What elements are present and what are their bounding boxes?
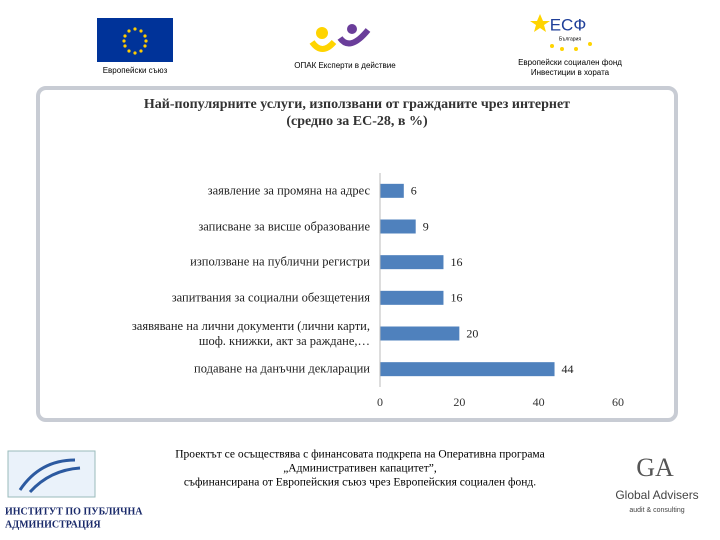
- x-tick-label: 0: [377, 395, 383, 409]
- value-label: 9: [423, 219, 429, 233]
- ga-name: Global Advisers: [615, 488, 698, 502]
- footer-text: „Административен капацитет”,: [283, 463, 437, 475]
- ipa-logo-swoosh: [18, 458, 81, 494]
- chart-subtitle: (средно за ЕС-28, в %): [286, 114, 428, 129]
- footer-text: Проектът се осъществява с финансовата по…: [175, 449, 544, 461]
- esf-mark: ЕСФ: [550, 15, 587, 34]
- bar: [380, 326, 460, 341]
- value-label: 20: [466, 326, 478, 340]
- bar: [380, 183, 404, 198]
- chart-panel: [36, 86, 678, 422]
- esf-stars: [550, 42, 592, 51]
- value-label: 16: [450, 291, 462, 305]
- value-label: 16: [450, 255, 462, 269]
- esf-country: България: [559, 36, 581, 42]
- chart-title: Най-популярните услуги, използвани от гр…: [144, 97, 570, 112]
- value-label: 6: [411, 184, 417, 198]
- y-tick-label: заявление за промяна на адрес: [207, 183, 370, 198]
- y-tick-label: използване на публични регистри: [190, 254, 370, 269]
- opak-label: ОПАК Експерти в действие: [294, 61, 396, 70]
- bar: [380, 290, 444, 305]
- eu-label: Европейски съюз: [103, 66, 168, 75]
- ipa-label: АДМИНИСТРАЦИЯ: [5, 519, 101, 530]
- bar: [380, 219, 416, 234]
- esf-star: [530, 14, 550, 32]
- bar: [380, 255, 444, 270]
- x-tick-label: 40: [533, 395, 545, 409]
- y-tick-label: заявяване на лични документи (лични карт…: [131, 318, 370, 348]
- esf-label: Инвестиции в хората: [531, 68, 610, 77]
- opak-logo: [309, 24, 371, 52]
- footer-text: съфинансирана от Европейския съюз чрез Е…: [184, 477, 536, 489]
- value-label: 44: [562, 362, 574, 376]
- ipa-label: ИНСТИТУТ ПО ПУБЛИЧНА: [5, 506, 143, 517]
- x-tick-label: 60: [612, 395, 624, 409]
- x-tick-label: 20: [453, 395, 465, 409]
- esf-label: Европейски социален фонд: [518, 58, 622, 67]
- ga-sub: audit & consulting: [629, 507, 684, 514]
- y-tick-label: записване за висше образование: [198, 219, 370, 233]
- ga-mark: GA: [636, 453, 674, 482]
- y-tick-label: подаване на данъчни декларации: [194, 361, 370, 376]
- y-tick-label: запитвания за социални обезщетения: [171, 290, 370, 305]
- eu-flag: [97, 18, 173, 62]
- eu-stars: [122, 27, 148, 55]
- bar: [380, 362, 555, 377]
